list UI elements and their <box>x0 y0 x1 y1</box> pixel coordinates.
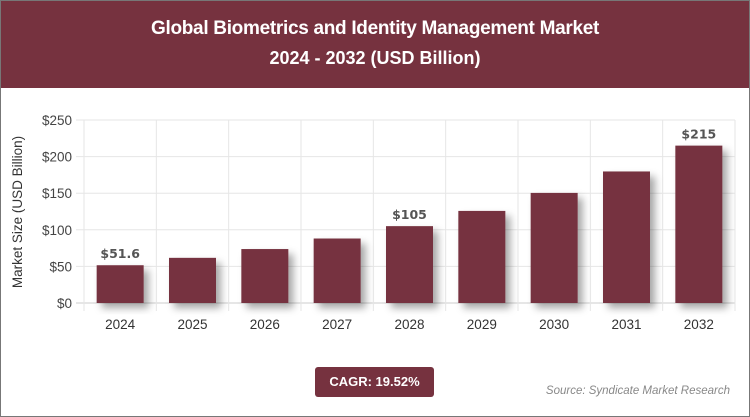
x-tick-label: 2028 <box>394 317 424 332</box>
chart-title: Global Biometrics and Identity Managemen… <box>150 18 600 39</box>
y-tick-label: $100 <box>42 223 72 238</box>
chart-header: Global Biometrics and Identity Managemen… <box>1 1 749 88</box>
bar-2024 <box>96 265 144 303</box>
bar-2031 <box>603 171 650 303</box>
bar-2032 <box>675 145 723 303</box>
x-tick-label: 2031 <box>611 317 641 332</box>
bar-2030 <box>530 192 578 303</box>
bar-2025 <box>169 257 216 303</box>
bar-2026 <box>241 249 289 303</box>
data-label: $51.6 <box>100 246 140 261</box>
x-tick-label: 2025 <box>177 317 207 332</box>
y-tick-label: $0 <box>57 296 72 311</box>
data-label: $105 <box>392 207 427 222</box>
x-tick-label: 2024 <box>105 317 136 332</box>
y-axis-label: Market Size (USD Billion) <box>10 136 25 288</box>
bar-2029 <box>458 210 506 303</box>
y-tick-label: $50 <box>49 259 72 274</box>
bar-2027 <box>313 238 361 303</box>
y-tick-label: $200 <box>42 150 72 165</box>
x-tick-label: 2027 <box>322 317 352 332</box>
y-tick-label: $150 <box>42 186 72 201</box>
y-tick-label: $250 <box>42 113 72 128</box>
x-tick-label: 2032 <box>684 317 714 332</box>
cagr-badge: CAGR: 19.52% <box>315 367 434 397</box>
x-tick-label: 2026 <box>250 317 280 332</box>
x-tick-label: 2029 <box>467 317 497 332</box>
bar-2028 <box>386 226 433 303</box>
data-label: $215 <box>681 127 716 142</box>
source-note: Source: Syndicate Market Research <box>545 385 730 397</box>
chart-subtitle: 2024 - 2032 (USD Billion) <box>269 48 481 68</box>
x-tick-label: 2030 <box>539 317 569 332</box>
